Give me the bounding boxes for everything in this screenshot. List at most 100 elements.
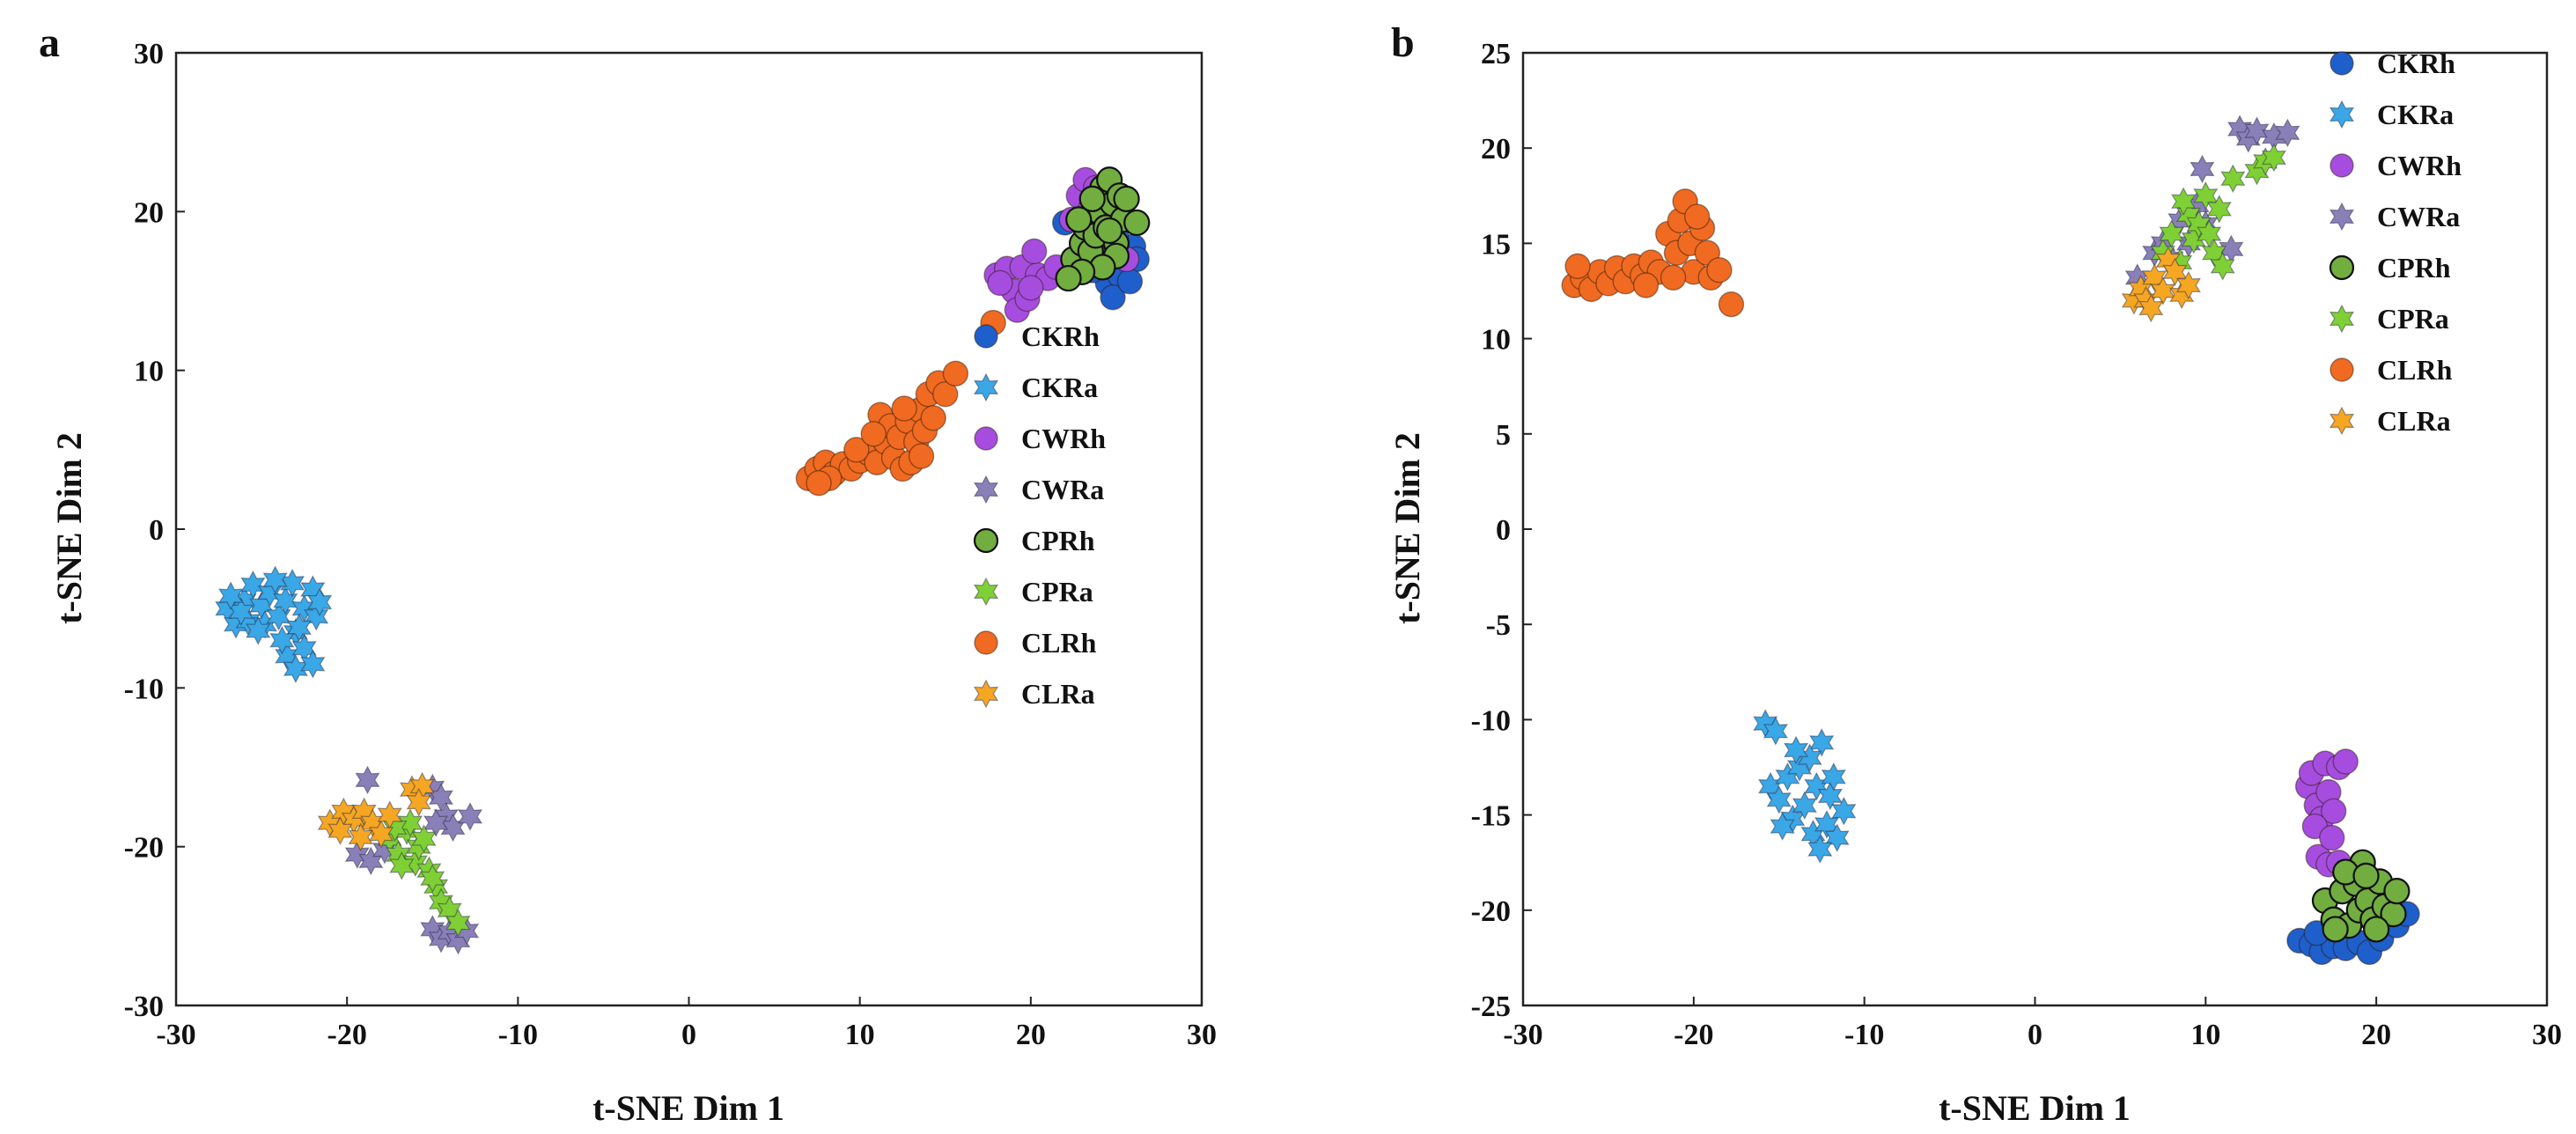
y-tick-label: -30: [124, 990, 164, 1023]
data-point-ckra: [1824, 823, 1850, 852]
data-point-cpra: [2220, 164, 2246, 194]
data-point-ckra: [1807, 835, 1833, 864]
data-point-ckra: [1817, 781, 1844, 811]
y-tick-label: -15: [1471, 800, 1511, 833]
data-point-ckra: [973, 372, 999, 402]
data-point-clrh: [1718, 291, 1745, 318]
data-point-ckra: [1766, 785, 1792, 814]
data-point-ckra: [300, 650, 326, 679]
data-point-clrh: [843, 437, 870, 463]
data-point-clrh: [806, 470, 832, 497]
data-point-cpra: [2193, 181, 2219, 210]
data-point-clra: [377, 800, 402, 829]
data-point-ckra: [2329, 99, 2355, 129]
y-tick-label: 30: [134, 38, 164, 70]
data-point-clra: [2162, 257, 2188, 287]
data-point-clrh: [860, 421, 887, 447]
data-point-ckra: [262, 565, 288, 594]
legend-label-clrh: CLRh: [1021, 627, 1097, 659]
data-point-cwra: [355, 765, 380, 795]
data-point-clra: [2329, 406, 2355, 436]
data-point-cwra: [2329, 202, 2355, 232]
x-tick-label: 10: [2190, 1019, 2220, 1051]
y-tick-label: 15: [1481, 228, 1511, 261]
legend-label-clrh: CLRh: [2377, 354, 2453, 386]
data-point-ckrh: [974, 324, 998, 349]
y-tick-label: 25: [1481, 38, 1511, 70]
y-tick-label: -20: [1471, 895, 1511, 928]
data-point-cwra: [423, 808, 449, 837]
legend-label-cpra: CPRa: [2377, 303, 2449, 335]
data-point-cpra: [2186, 210, 2212, 239]
data-point-clrh: [891, 395, 917, 422]
data-point-cwra: [344, 840, 370, 870]
data-point-cprh: [2352, 862, 2380, 889]
data-point-cwrh: [974, 426, 998, 451]
data-point-cwra: [2190, 154, 2215, 184]
x-tick-label: 20: [1016, 1019, 1046, 1051]
data-point-cprh: [2383, 878, 2410, 905]
x-axis-label-a: t-SNE Dim 1: [592, 1088, 784, 1128]
legend-label-ckrh: CKRh: [1021, 320, 1100, 352]
data-point-ckra: [246, 616, 271, 645]
data-point-clrh: [1684, 203, 1711, 230]
data-point-cpra: [2210, 252, 2235, 281]
y-axis-label-b: t-SNE Dim 2: [1387, 432, 1427, 624]
data-point-clrh: [974, 630, 998, 655]
data-point-clrh: [942, 360, 969, 387]
data-point-cprh: [1113, 185, 1140, 213]
data-point-clrh: [1564, 253, 1591, 280]
data-point-cpra: [2261, 143, 2287, 173]
data-point-cwra: [2275, 118, 2300, 148]
axis-ticks-a: -30 -20 -10 0 10 20 30 -30 -20 -10 0 10 20 30: [124, 38, 1217, 1051]
data-point-ckra: [1831, 797, 1857, 826]
legend-label-cwrh: CWRh: [2377, 150, 2462, 181]
data-point-ckrh: [2329, 51, 2354, 76]
data-point-cwrh: [1018, 275, 1044, 301]
data-point-ckra: [266, 601, 291, 631]
data-point-cwrh: [2321, 798, 2347, 824]
data-point-clra: [2142, 263, 2168, 292]
legend-label-clra: CLRa: [1021, 678, 1095, 710]
x-tick-label: 0: [2028, 1019, 2042, 1051]
data-point-cwrh: [987, 269, 1013, 297]
y-tick-label: -25: [1471, 990, 1511, 1023]
y-tick-label: 5: [1496, 419, 1511, 452]
y-tick-label: 0: [149, 514, 164, 547]
data-point-clrh: [920, 405, 946, 431]
x-tick-label: 20: [2361, 1019, 2391, 1051]
x-tick-label: -30: [156, 1019, 195, 1051]
data-point-cprh: [1065, 206, 1093, 233]
data-point-ckra: [1763, 717, 1789, 746]
data-point-cwra: [2244, 116, 2270, 145]
y-tick-label: -10: [1471, 704, 1511, 737]
y-tick-label: 10: [1481, 324, 1511, 357]
data-point-ckra: [306, 587, 333, 617]
x-tick-label: -20: [1674, 1019, 1713, 1051]
data-point-cpra: [2159, 219, 2184, 248]
panel-label-b: b: [1391, 19, 1415, 66]
data-point-clra: [2150, 276, 2176, 306]
data-point-clrh: [908, 443, 935, 469]
x-tick-label: 10: [845, 1019, 875, 1051]
data-point-cpra: [2170, 187, 2197, 217]
legend-label-cwra: CWRa: [1021, 474, 1104, 505]
data-point-cprh: [1055, 264, 1082, 292]
data-point-ckra: [304, 601, 329, 631]
legend-label-ckrh: CKRh: [2377, 48, 2455, 79]
data-point-clrh: [1694, 239, 1721, 266]
x-tick-label: -10: [498, 1019, 538, 1051]
data-point-cprh: [973, 527, 999, 554]
data-point-cprh: [1078, 185, 1106, 213]
legend-b: CKRh CKRa CWRh CWRa CPRh CPRa CLRh CLRa: [2329, 48, 2462, 437]
legend-label-clra: CLRa: [2377, 405, 2451, 437]
axis-ticks-b: -30 -20 -10 0 10 20 30 -25 -20 -15 -10 -5 0 5 10 15 20 25: [1471, 38, 2562, 1051]
legend-label-cwra: CWRa: [2377, 201, 2460, 232]
legend-label-cpra: CPRa: [1021, 576, 1093, 608]
data-point-ckrh: [1116, 268, 1144, 295]
data-point-clrh: [1706, 256, 1733, 284]
x-tick-label: -10: [1844, 1019, 1884, 1051]
scatter-points-a: [215, 166, 1151, 955]
data-point-cpra: [2175, 200, 2202, 230]
